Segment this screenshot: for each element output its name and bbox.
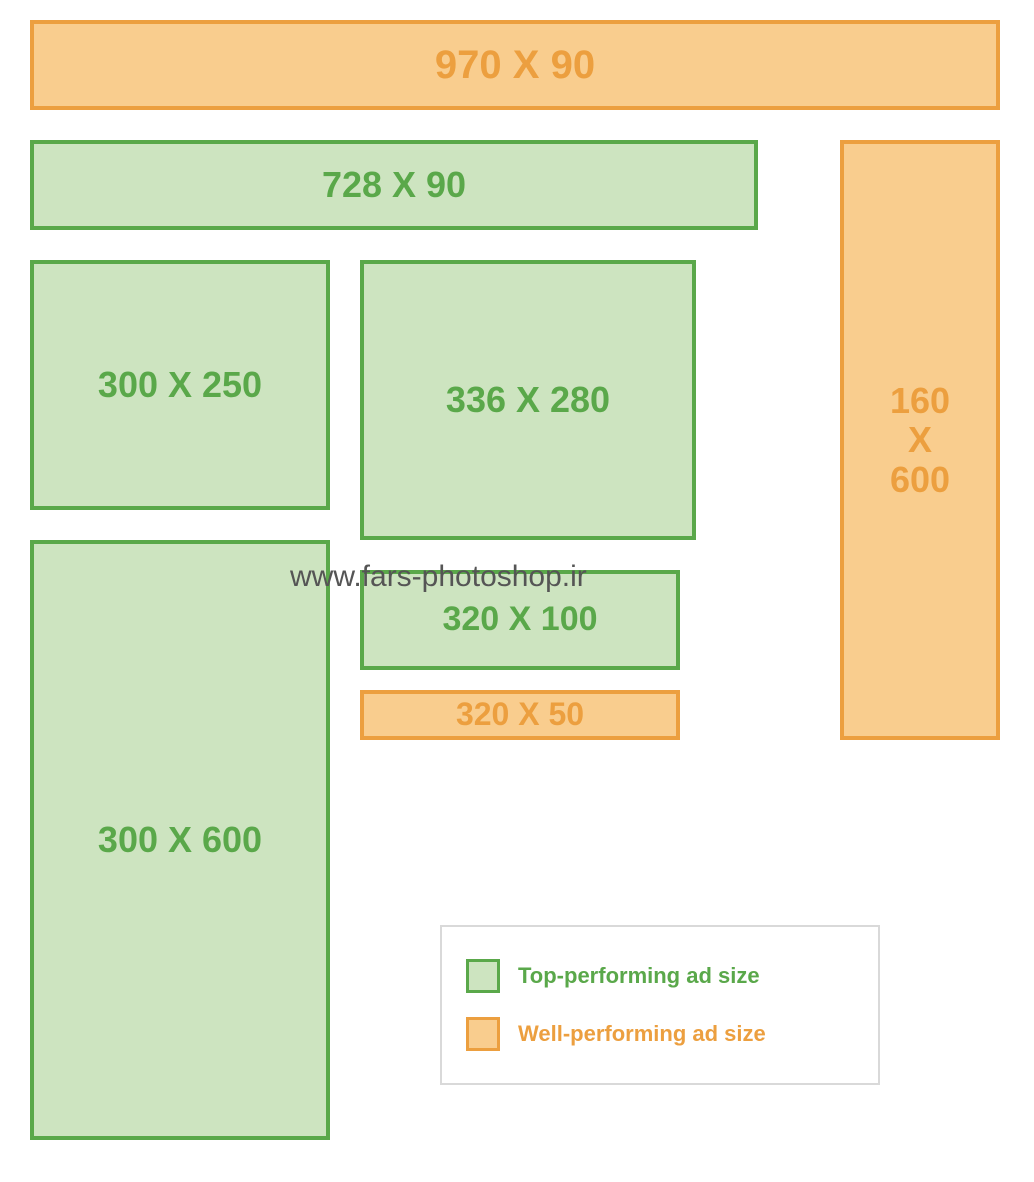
- legend-label-orange: Well-performing ad size: [518, 1021, 766, 1047]
- ad-box-160x600: 160 X 600: [840, 140, 1000, 740]
- ad-box-320x100: 320 X 100: [360, 570, 680, 670]
- ad-box-728x90: 728 X 90: [30, 140, 758, 230]
- ad-box-320x50: 320 X 50: [360, 690, 680, 740]
- legend: Top-performing ad size Well-performing ad…: [440, 925, 880, 1085]
- ad-box-300x250: 300 X 250: [30, 260, 330, 510]
- legend-item-orange: Well-performing ad size: [466, 1017, 854, 1051]
- ad-box-336x280: 336 X 280: [360, 260, 696, 540]
- legend-item-green: Top-performing ad size: [466, 959, 854, 993]
- ad-box-300x600: 300 X 600: [30, 540, 330, 1140]
- ad-sizes-diagram: 970 X 90 728 X 90 160 X 600 300 X 250336 X …: [0, 0, 1034, 1182]
- legend-swatch-orange: [466, 1017, 500, 1051]
- ad-box-970x90: 970 X 90: [30, 20, 1000, 110]
- legend-label-green: Top-performing ad size: [518, 963, 760, 989]
- legend-swatch-green: [466, 959, 500, 993]
